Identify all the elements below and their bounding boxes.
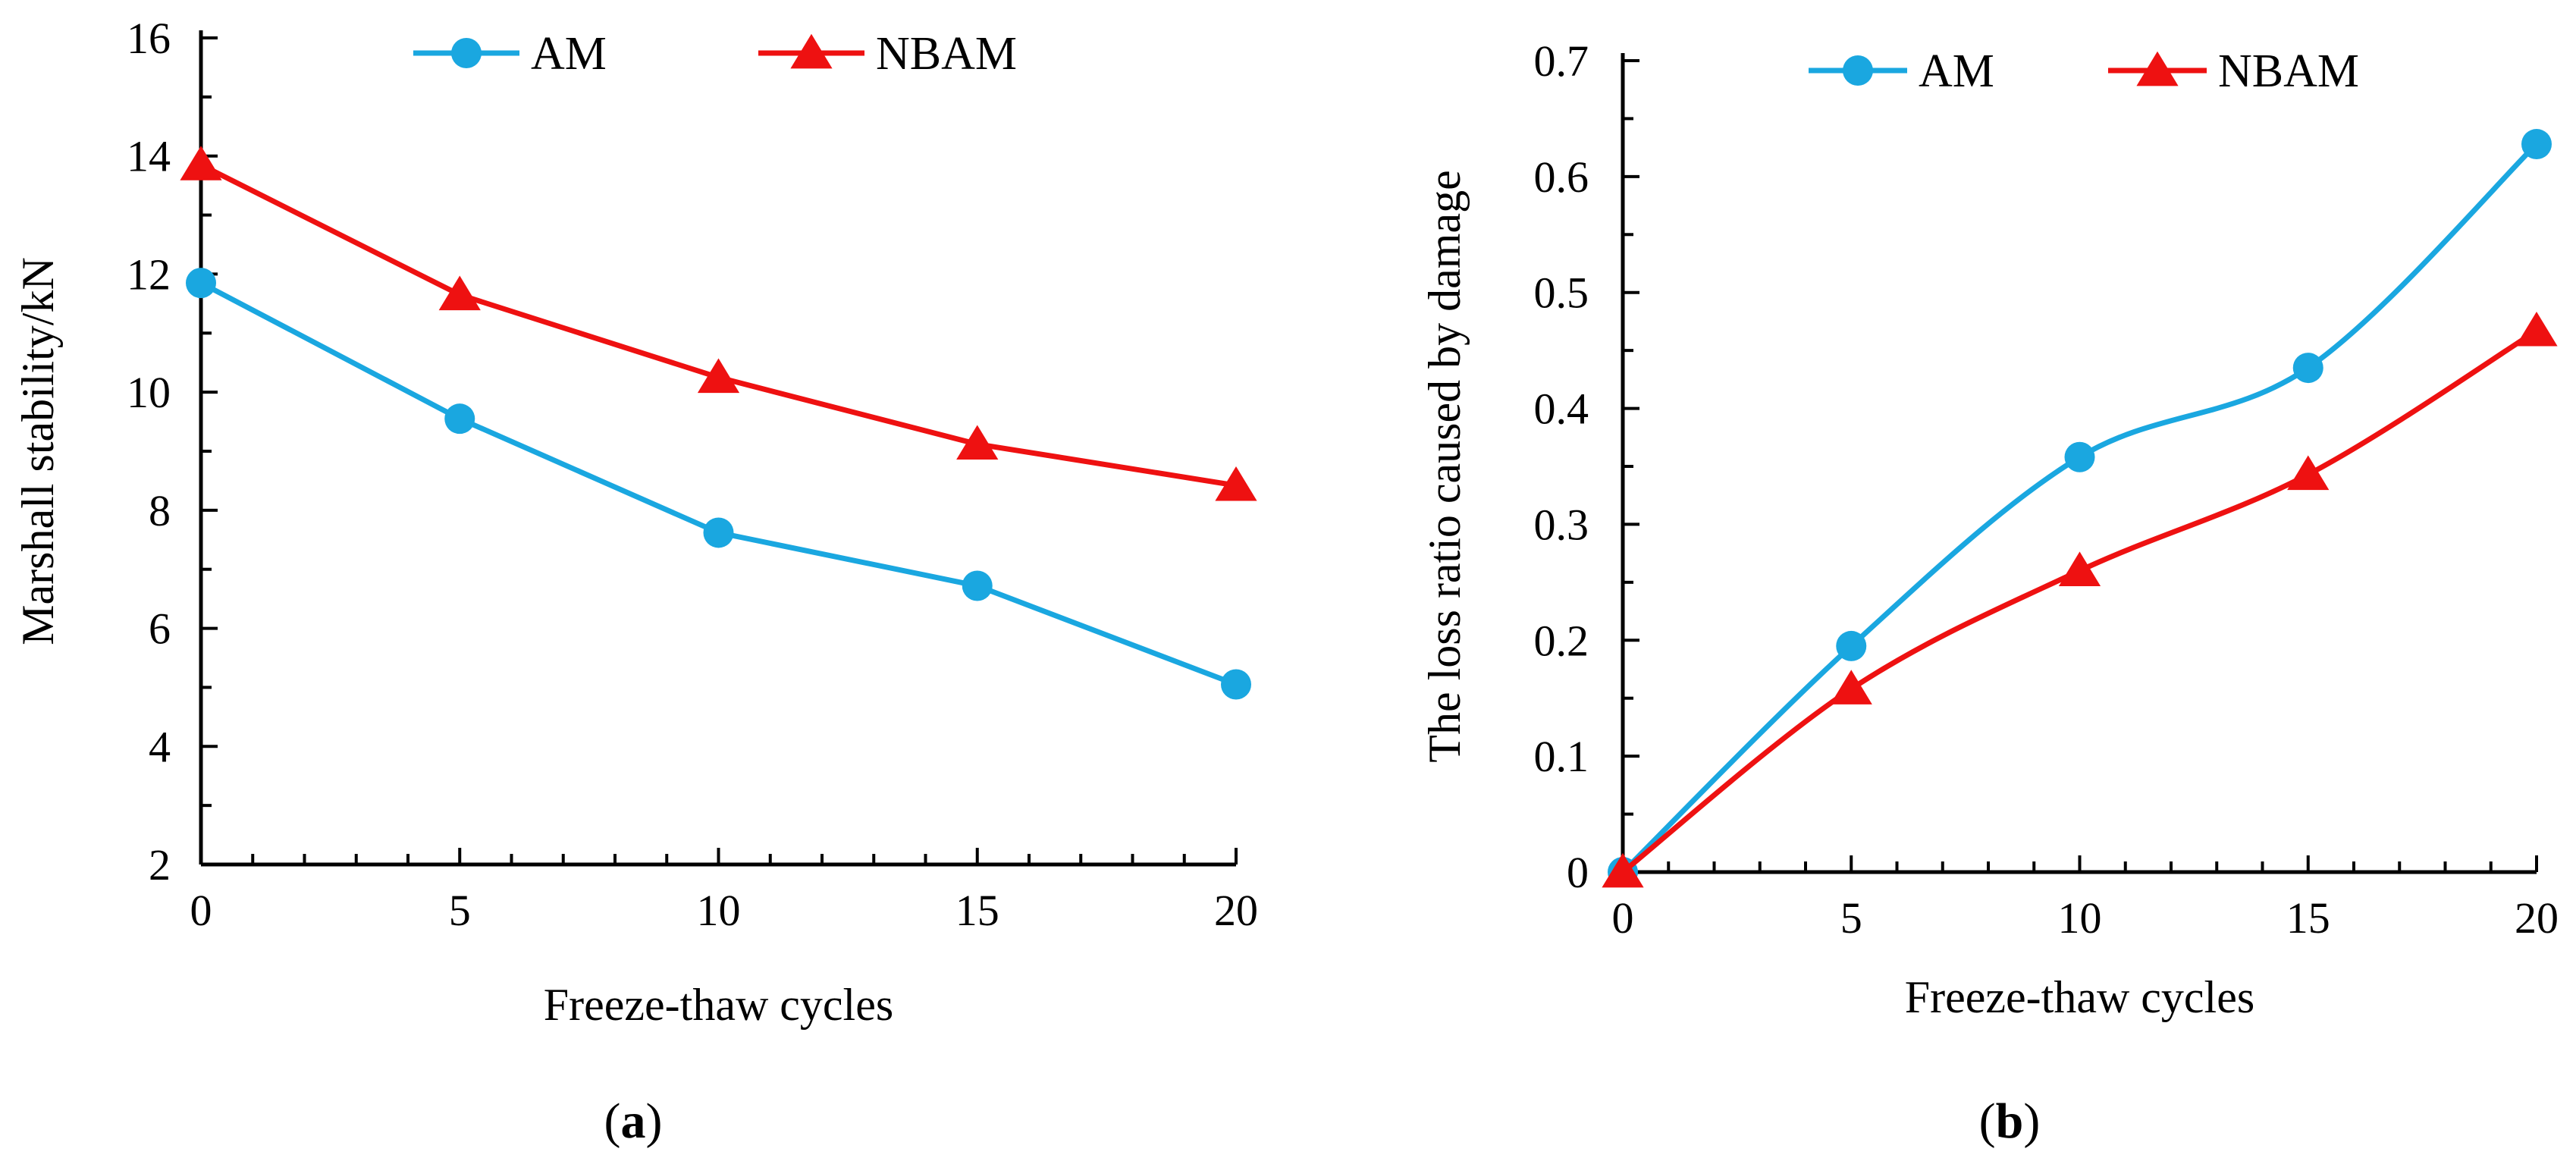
panel-b-x-tick-label: 0 — [1612, 893, 1634, 943]
panel-a-series-nbam-point — [697, 358, 740, 394]
panel-b-legend-label-am: AM — [1919, 45, 1994, 97]
panel-a-series-am-point — [962, 570, 993, 601]
panel-a-y-tick-label: 4 — [149, 722, 171, 771]
panel-a-x-axis-label: Freeze-thaw cycles — [544, 980, 893, 1030]
panel-a-series-nbam-point — [438, 275, 481, 311]
chart-panel-b: 0 0.1 0.2 0.3 0.4 0.5 0.6 0.7 0 5 10 15 20 Freeze-tha… — [1420, 36, 2559, 1022]
panel-b-y-tick-label: 0.6 — [1534, 152, 1589, 202]
panel-a-series-am-point — [186, 268, 216, 299]
panel-a-y-tick-label: 12 — [127, 249, 171, 299]
panel-b-series-am-point — [2521, 129, 2552, 160]
panel-a-series-am-point — [1221, 669, 1251, 700]
panel-a-legend-marker-am — [451, 38, 482, 68]
chart-panel-a: 2 4 6 8 10 12 14 16 0 5 10 15 20 Freeze-thaw cycles Ma… — [13, 14, 1258, 1030]
panel-a-legend-label-am: AM — [531, 28, 607, 80]
panel-b-series-nbam-point — [2287, 455, 2330, 491]
panel-b-series-am-point — [2292, 353, 2323, 384]
panel-a-series-nbam-point — [1215, 466, 1257, 501]
panel-b-y-tick-label: 0.7 — [1534, 36, 1589, 86]
panel-a-y-axis-label: Marshall stability/kN — [13, 257, 63, 645]
panel-b-y-tick-label: 0 — [1567, 848, 1589, 897]
panel-a-series-nbam-line — [199, 162, 1237, 488]
panel-b-series-nbam-point — [1830, 670, 1872, 704]
panel-a-series-am-point — [444, 403, 475, 435]
panel-a-y-tick-label: 14 — [127, 132, 171, 181]
panel-b-series-nbam-point — [2515, 311, 2558, 347]
panel-b-legend-label-nbam: NBAM — [2218, 45, 2359, 97]
panel-b-series-nbam-point — [1602, 852, 1644, 888]
panel-a-x-tick-label: 0 — [190, 886, 212, 935]
panel-b-x-tick-label: 10 — [2058, 893, 2102, 943]
panel-a-series-am-point — [703, 517, 734, 548]
panel-a-legend-label-nbam: NBAM — [876, 28, 1017, 80]
panel-b-y-tick-label: 0.2 — [1534, 616, 1589, 665]
panel-b-series-am-point — [2064, 441, 2095, 472]
panel-a-series-nbam-point — [180, 146, 222, 180]
panel-b-x-tick-label: 20 — [2515, 893, 2559, 943]
panel-b-y-axis-label: The loss ratio caused by damage — [1420, 170, 1470, 762]
panel-b-series-nbam-point — [2058, 551, 2101, 586]
panel-b-y-tick-label: 0.3 — [1534, 500, 1589, 549]
panel-a-y-tick-label: 2 — [149, 840, 171, 890]
panel-a-x-tick-label: 10 — [697, 886, 741, 935]
panel-b-x-axis-label: Freeze-thaw cycles — [1905, 972, 2254, 1022]
panel-a-x-tick-label: 15 — [955, 886, 999, 935]
panel-a-y-tick-label: 6 — [149, 604, 171, 654]
caption-a: (a) — [604, 1094, 663, 1149]
panel-a-x-tick-label: 5 — [449, 886, 471, 935]
panel-a-series-am-line — [199, 281, 1238, 687]
panel-b-x-tick-label: 5 — [1840, 893, 1862, 943]
panel-b-series-nbam-line — [1621, 328, 2538, 874]
panel-a-y-tick-label: 16 — [127, 14, 171, 63]
panel-b-y-tick-label: 0.5 — [1534, 268, 1589, 318]
panel-a-y-tick-label: 10 — [127, 368, 171, 417]
panel-b-y-tick-label: 0.1 — [1534, 732, 1589, 781]
panel-b-series-am-point — [1836, 630, 1867, 661]
panel-b-legend-marker-nbam — [2136, 51, 2179, 86]
panel-b-series-am-line — [1621, 142, 2539, 874]
panel-b-y-tick-label: 0.4 — [1534, 384, 1589, 434]
caption-b: (b) — [1979, 1094, 2041, 1149]
panel-b-legend-marker-am — [1843, 55, 1873, 86]
panel-b-x-tick-label: 15 — [2286, 893, 2330, 943]
panel-a-x-tick-label: 20 — [1214, 886, 1258, 935]
panel-a-y-tick-label: 8 — [149, 486, 171, 535]
panel-a-legend-marker-nbam — [790, 33, 833, 69]
panel-a-series-nbam-point — [956, 425, 999, 460]
